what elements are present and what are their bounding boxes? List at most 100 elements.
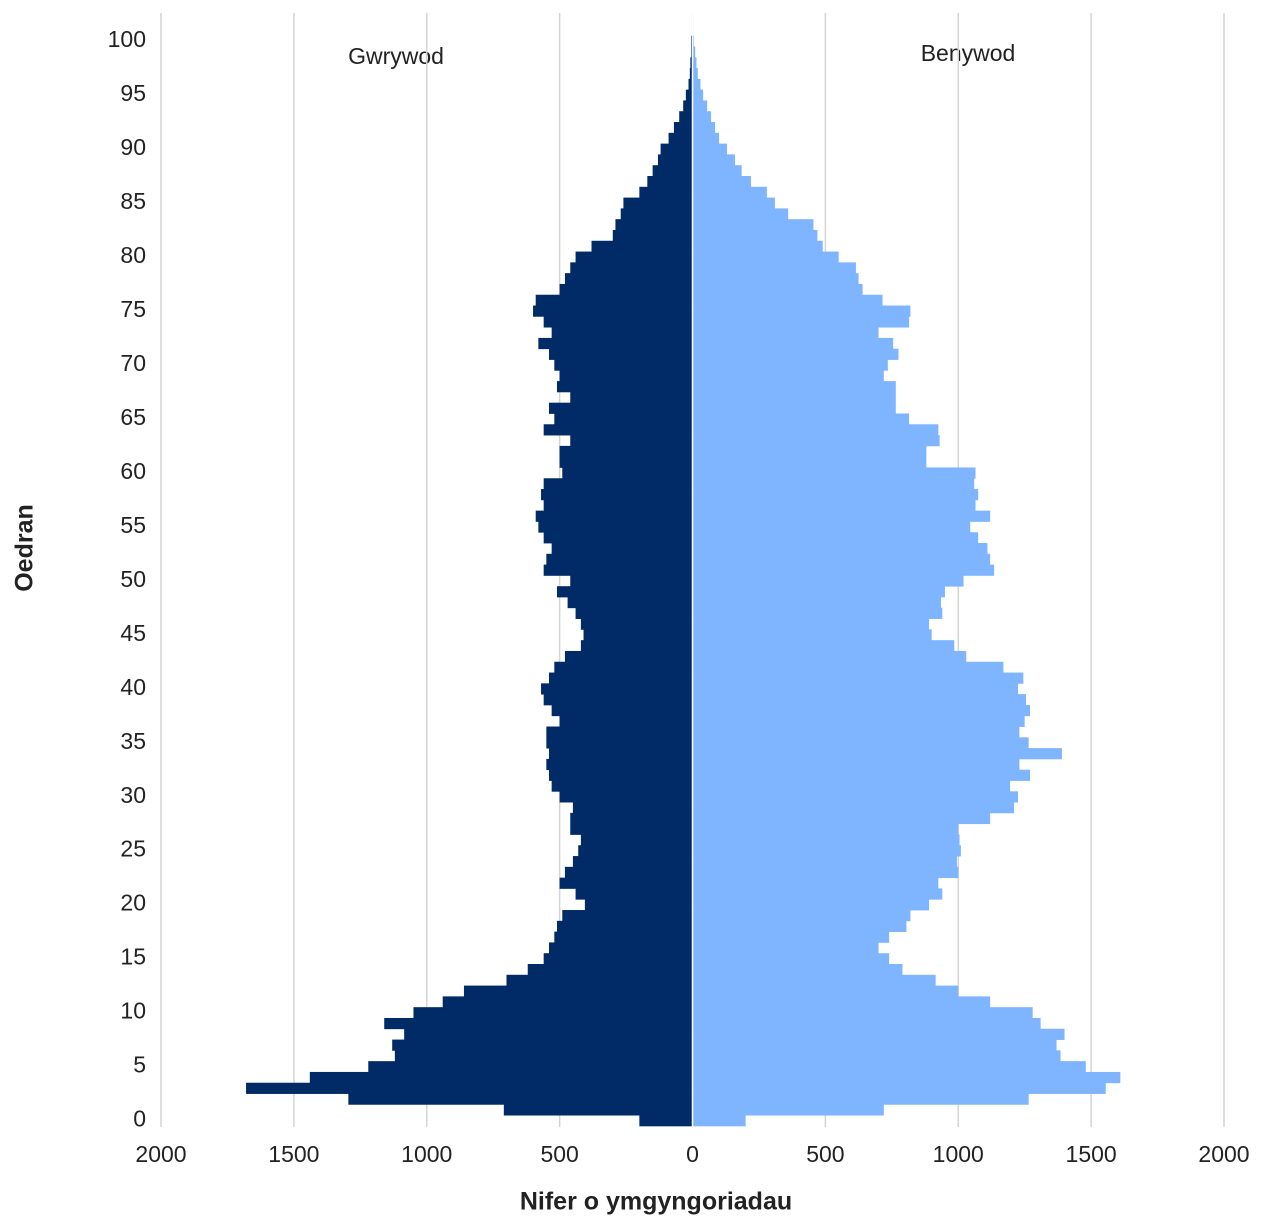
bar bbox=[546, 737, 693, 749]
bar bbox=[503, 1104, 693, 1116]
bar bbox=[692, 596, 941, 609]
bar bbox=[543, 478, 693, 490]
bar bbox=[692, 456, 927, 468]
bar bbox=[692, 413, 910, 425]
bar bbox=[580, 640, 693, 652]
bar bbox=[692, 294, 883, 306]
bar bbox=[692, 812, 991, 825]
bar bbox=[692, 618, 930, 630]
bar bbox=[559, 715, 693, 727]
bar bbox=[692, 715, 1025, 727]
bar bbox=[692, 1115, 746, 1127]
bar bbox=[527, 964, 693, 976]
bar bbox=[692, 521, 971, 533]
bar bbox=[543, 694, 693, 706]
bar bbox=[692, 726, 1020, 738]
bar bbox=[580, 834, 693, 846]
x-tick-label: 0 bbox=[686, 1141, 699, 1167]
bar bbox=[556, 381, 693, 393]
bar bbox=[692, 402, 896, 414]
bar bbox=[551, 327, 693, 339]
bar bbox=[620, 208, 693, 220]
y-tick-label: 0 bbox=[133, 1106, 146, 1132]
bar bbox=[692, 532, 979, 544]
bar bbox=[554, 359, 693, 371]
bar bbox=[692, 1050, 1061, 1062]
bar bbox=[692, 186, 767, 198]
bar bbox=[692, 435, 940, 447]
bar bbox=[692, 910, 911, 922]
bar bbox=[692, 575, 964, 587]
bar bbox=[559, 370, 693, 382]
bar bbox=[548, 748, 693, 760]
bar bbox=[559, 877, 693, 889]
bar bbox=[559, 456, 693, 468]
bar bbox=[679, 111, 693, 123]
bar bbox=[572, 802, 693, 814]
bar bbox=[692, 143, 728, 155]
bar bbox=[692, 262, 856, 274]
bar bbox=[538, 337, 693, 350]
x-tick-label: 1000 bbox=[401, 1141, 452, 1167]
bar bbox=[692, 856, 957, 868]
bar bbox=[570, 435, 693, 447]
bar bbox=[692, 758, 1020, 771]
bar bbox=[543, 953, 693, 965]
bar bbox=[692, 424, 939, 436]
y-tick-label: 95 bbox=[120, 80, 146, 106]
bar bbox=[538, 521, 693, 533]
bar bbox=[692, 748, 1062, 760]
bar bbox=[692, 251, 839, 263]
bar bbox=[689, 68, 693, 80]
bar bbox=[551, 704, 693, 717]
bar bbox=[683, 100, 693, 112]
bar bbox=[578, 845, 693, 857]
y-tick-label: 15 bbox=[120, 944, 146, 970]
bar bbox=[692, 370, 884, 382]
bar bbox=[546, 726, 693, 738]
bar bbox=[692, 931, 890, 943]
bar bbox=[692, 866, 959, 879]
bar bbox=[394, 1050, 693, 1062]
bar bbox=[559, 445, 693, 458]
bar bbox=[551, 543, 693, 555]
bar bbox=[692, 672, 1024, 684]
bar bbox=[692, 175, 751, 188]
bar bbox=[692, 359, 888, 371]
bar bbox=[413, 1007, 693, 1019]
bar bbox=[562, 467, 693, 479]
bar bbox=[660, 143, 693, 155]
y-tick-label: 65 bbox=[120, 404, 146, 430]
bar bbox=[692, 845, 961, 857]
bar bbox=[692, 467, 976, 479]
bar bbox=[543, 532, 693, 544]
bar bbox=[543, 499, 693, 512]
y-tick-label: 50 bbox=[120, 566, 146, 592]
bar bbox=[690, 57, 693, 69]
bar bbox=[692, 834, 960, 846]
bar bbox=[562, 910, 693, 922]
bar bbox=[564, 866, 693, 879]
bar bbox=[572, 856, 693, 868]
bar bbox=[692, 888, 943, 900]
bar bbox=[348, 1093, 693, 1105]
bar bbox=[692, 704, 1031, 717]
bar bbox=[692, 737, 1029, 749]
bar bbox=[692, 305, 911, 317]
bar bbox=[639, 186, 693, 198]
bar bbox=[535, 294, 693, 306]
bar bbox=[246, 1082, 693, 1094]
bar bbox=[570, 575, 693, 587]
bar bbox=[692, 802, 1015, 814]
bar bbox=[692, 337, 894, 350]
y-tick-label: 35 bbox=[120, 728, 146, 754]
bar bbox=[692, 1104, 884, 1116]
y-tick-label: 75 bbox=[120, 296, 146, 322]
bar bbox=[692, 78, 701, 91]
bar bbox=[548, 942, 693, 954]
bar bbox=[692, 478, 975, 490]
bar bbox=[692, 650, 967, 663]
x-tick-label: 2000 bbox=[135, 1141, 186, 1167]
bar bbox=[591, 240, 693, 252]
